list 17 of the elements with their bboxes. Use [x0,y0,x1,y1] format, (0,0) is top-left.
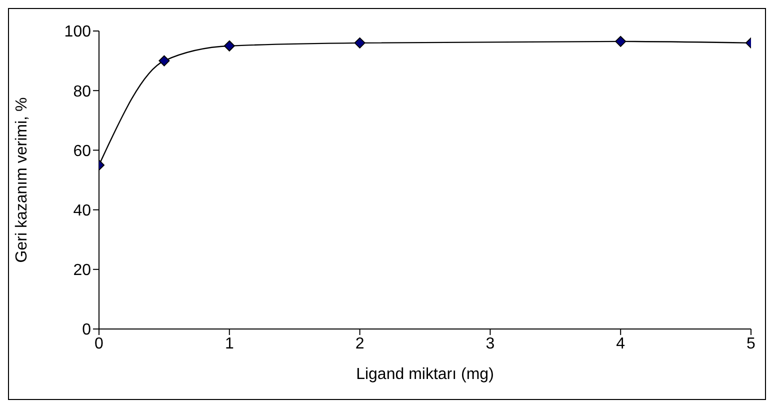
x-tick-label: 0 [94,335,104,352]
y-tick-label: 60 [73,142,92,160]
point [158,55,170,66]
x-axis-title: Ligand miktarı (mg) [356,366,494,383]
y-tick-label: 80 [73,83,92,100]
y-tick-label: 100 [64,24,92,41]
y-tick-label: 0 [82,322,92,339]
point [354,37,366,48]
x-tick-label: 1 [224,335,234,352]
x-tick-label: 2 [355,335,364,352]
x-tick-label: 3 [486,335,495,352]
y-axis-title: Geri kazanım verimi, % [14,97,31,263]
x-tick-label: 5 [746,335,756,352]
x-tick-label: 4 [616,335,626,352]
point [224,40,235,52]
y-tick-label: 20 [73,262,92,280]
y-tick-label: 40 [73,202,92,220]
